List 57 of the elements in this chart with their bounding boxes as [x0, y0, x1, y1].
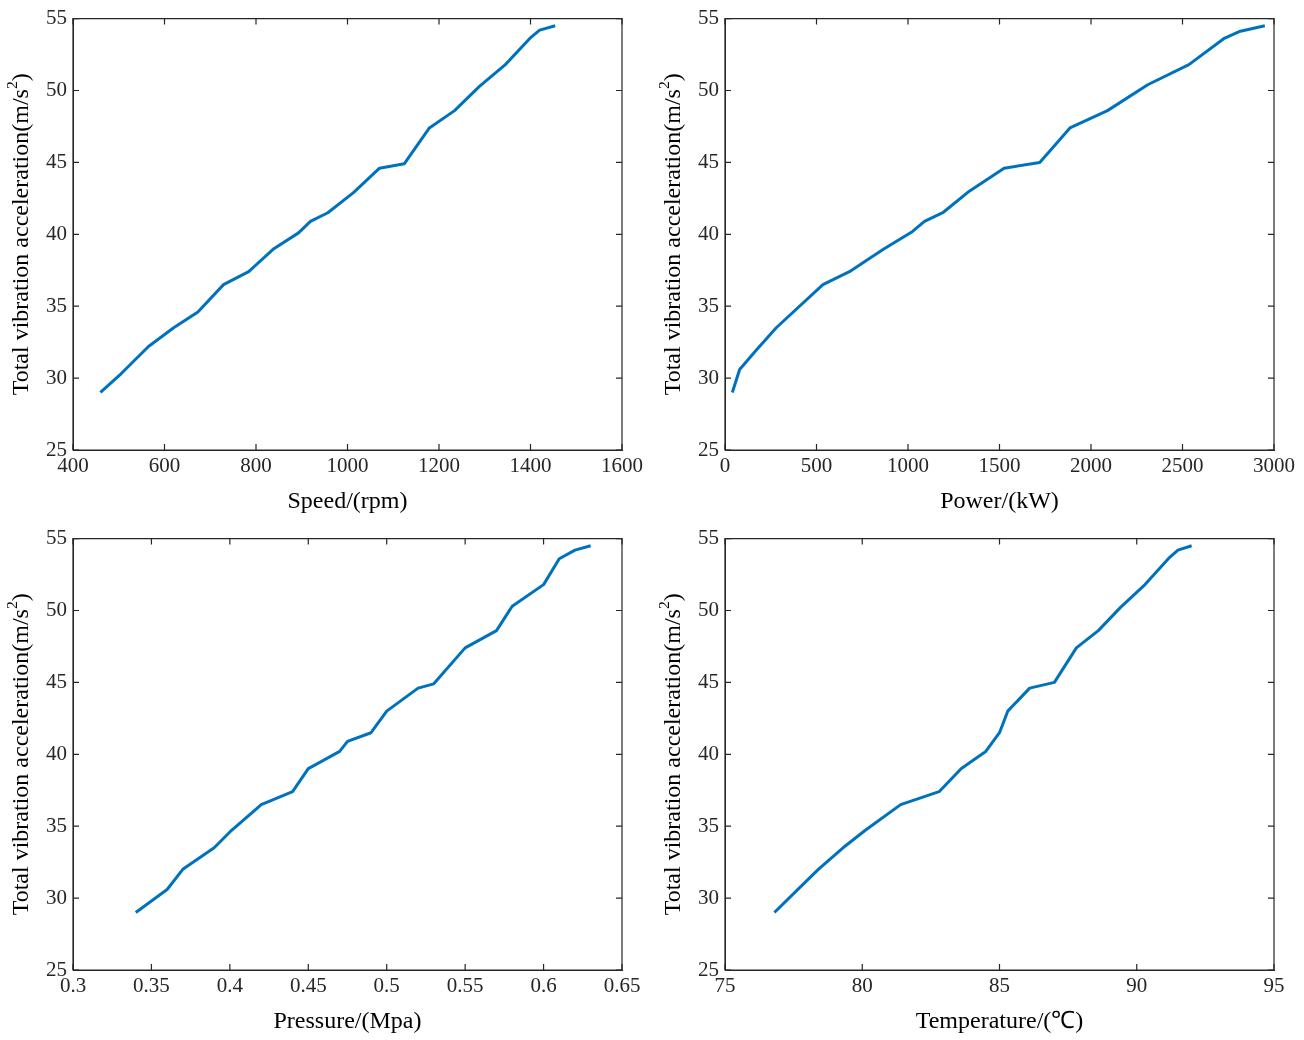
y-axis-title: Total vibration acceleration(m/s2): [654, 593, 686, 916]
y-tick-label: 50: [46, 77, 67, 102]
x-tick-label: 80: [851, 973, 873, 998]
y-tick-label: 35: [46, 292, 67, 317]
y-tick-label: 55: [698, 5, 719, 30]
y-tick-label: 45: [46, 668, 67, 693]
x-tick-label: 0.55: [446, 973, 484, 998]
y-tick-label: 35: [46, 812, 67, 837]
x-tick-label: 85: [989, 973, 1010, 998]
y-tick-label: 30: [698, 364, 719, 389]
x-tick-label: 1200: [418, 453, 460, 478]
y-tick-label: 30: [46, 884, 67, 909]
y-tick-label: 25: [698, 436, 719, 461]
y-axis-title: Total vibration acceleration(m/s2): [654, 73, 686, 396]
x-tick-label: 0.35: [133, 973, 170, 998]
y-tick-label: 35: [698, 812, 719, 837]
x-tick-label: 1400: [509, 453, 552, 478]
x-tick-label: 500: [800, 453, 833, 478]
x-tick-label: 1000: [326, 453, 369, 478]
x-tick-label: 2000: [1070, 453, 1112, 478]
y-tick-label: 30: [698, 884, 719, 909]
x-tick-label: 1600: [601, 453, 643, 478]
x-tick-label: 0.4: [216, 973, 244, 998]
x-tick-label: 95: [1263, 973, 1285, 998]
y-tick-label: 55: [46, 525, 67, 550]
x-tick-label: 0.6: [530, 973, 557, 998]
x-axis-title: Speed/(rpm): [287, 486, 408, 513]
y-axis-title: Total vibration acceleration(m/s2): [2, 593, 34, 916]
x-tick-label: 3000: [1253, 453, 1295, 478]
x-tick-label: 0.65: [603, 973, 641, 998]
y-tick-label: 35: [698, 292, 719, 317]
y-tick-label: 50: [46, 597, 67, 622]
y-tick-label: 45: [698, 148, 719, 173]
x-tick-label: 0: [719, 453, 731, 478]
x-axis-title: Power/(kW): [940, 486, 1059, 513]
x-tick-label: 600: [148, 453, 181, 478]
y-tick-label: 45: [46, 148, 67, 173]
y-tick-label: 40: [698, 740, 719, 765]
y-tick-label: 40: [698, 220, 719, 245]
x-axis-title: Pressure/(Mpa): [273, 1006, 422, 1033]
x-tick-label: 2500: [1161, 453, 1204, 478]
y-tick-label: 30: [46, 364, 67, 389]
x-tick-label: 0.5: [373, 973, 400, 998]
y-tick-label: 55: [698, 525, 719, 550]
x-tick-label: 90: [1126, 973, 1148, 998]
x-tick-label: 800: [240, 453, 272, 478]
x-tick-label: 0.45: [289, 973, 327, 998]
x-axis-title: Temperature/(℃): [915, 1006, 1084, 1033]
y-tick-label: 40: [46, 740, 67, 765]
x-tick-label: 1000: [887, 453, 929, 478]
y-tick-label: 50: [698, 77, 719, 102]
y-axis-title: Total vibration acceleration(m/s2): [2, 73, 34, 396]
y-tick-label: 45: [698, 668, 719, 693]
y-tick-label: 55: [46, 5, 67, 30]
x-tick-label: 1500: [978, 453, 1021, 478]
y-tick-label: 50: [698, 597, 719, 622]
y-tick-label: 40: [46, 220, 67, 245]
